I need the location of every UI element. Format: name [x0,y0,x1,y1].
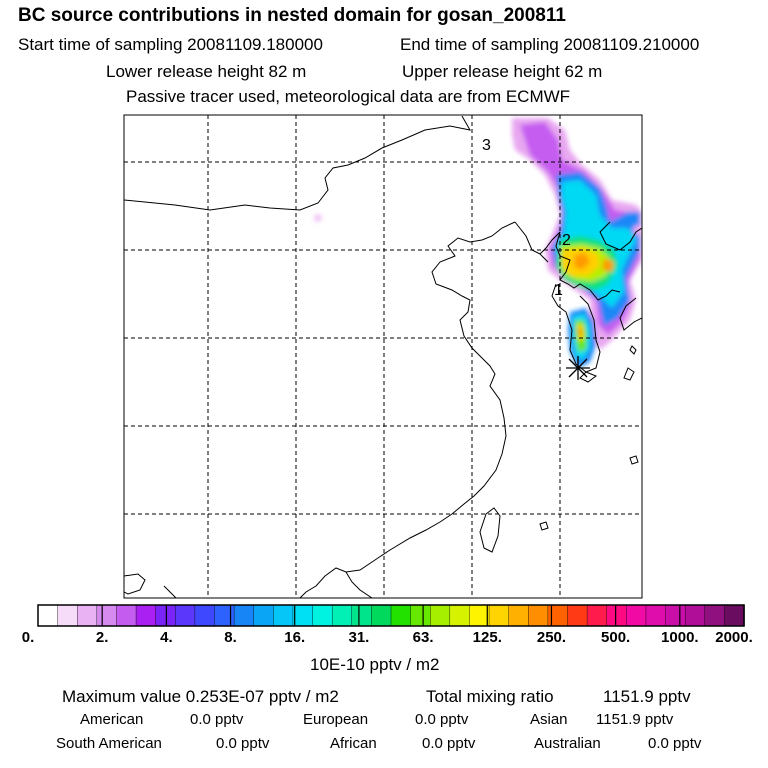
colorbar-cell [704,604,726,627]
colorbar-cell [37,604,59,627]
chart-title: BC source contributions in nested domain… [18,5,566,26]
colorbar-cell [194,604,216,627]
region-value: 0.0 pptv [415,711,469,728]
colorbar-tick-label: 0. [21,629,35,646]
colorbar-cell [567,604,588,627]
colorbar-unit-label: 10E-10 pptv / m2 [310,655,440,674]
colorbar-cell [77,604,98,627]
colorbar-cell [586,604,608,627]
map-gridlines [124,115,642,598]
colorbar-cell [488,604,510,627]
receptor-star-icon [566,356,590,380]
colorbar-cell [214,604,235,627]
colorbar-cell [724,604,745,627]
colorbar-tick-label: 2000. [715,629,753,646]
region-name: Asian [530,711,568,728]
colorbar-cell [273,604,294,627]
colorbar-tick-label: 250. [536,629,567,646]
colorbar-cell [684,604,706,627]
colorbar-tick-label: 8. [224,629,237,646]
colorbar-cell [430,604,451,627]
concentration-field [314,118,642,368]
colorbar-tick-label: 63. [412,629,434,646]
colorbar-cell [371,604,392,627]
colorbar-cell [312,604,333,627]
total-mixing-label: Total mixing ratio [426,687,554,706]
colorbar-cell [253,604,275,627]
region-value: 1151.9 pptv [596,711,674,728]
colorbar-tick-label: 1000. [661,629,699,646]
region-value: 0.0 pptv [648,735,702,752]
colorbar-cell [606,604,628,627]
map-panel: 3 2 1 [123,114,643,599]
region-name: South American [56,735,162,752]
colorbar-cell [96,604,118,627]
map-label-2: 2 [562,232,571,249]
region-value: 0.0 pptv [216,735,270,752]
colorbar-frame [37,604,745,627]
region-name: American [80,711,144,728]
max-value-label: Maximum value 0.253E-07 pptv / m2 [62,687,339,706]
colorbar-cell [331,604,353,627]
region-name: African [330,735,377,752]
colorbar-tick-label: 500. [601,629,631,646]
total-mixing-value: 1151.9 pptv [603,687,691,706]
colorbar-cell [233,604,255,627]
colorbar-tick-label: 4. [160,629,173,646]
tracer-note: Passive tracer used, meteorological data… [126,87,571,106]
colorbar-cell [390,604,412,627]
region-name: Australian [534,735,601,752]
colorbar-cell [508,604,529,627]
lower-release-label: Lower release height 82 m [106,62,307,81]
colorbar-tick-label: 125. [472,629,502,646]
colorbar-cell [410,604,431,627]
upper-release-label: Upper release height 62 m [402,62,603,81]
map-frame [123,114,643,599]
colorbar-cell [135,604,157,627]
colorbar-cell [449,604,471,627]
colorbar-cell [57,604,78,627]
colorbar-cell [175,604,196,627]
region-value: 0.0 pptv [190,711,244,728]
colorbar-cell [528,604,549,627]
coastlines [124,115,642,598]
colorbar-cell [351,604,373,627]
colorbar [37,604,745,627]
colorbar-tick-label: 31. [348,629,370,646]
colorbar-cell [626,604,647,627]
map-label-1: 1 [554,282,563,299]
end-time-label: End time of sampling 20081109.210000 [400,35,700,54]
colorbar-cell [116,604,137,627]
colorbar-cell [155,604,176,627]
colorbar-cell [645,604,667,627]
colorbar-tick-label: 16. [284,629,306,646]
colorbar-tick-label: 2. [95,629,109,646]
region-value: 0.0 pptv [422,735,476,752]
colorbar-cell [292,604,314,627]
colorbar-cell [469,604,490,627]
map-label-3: 3 [482,137,491,154]
region-name: European [303,711,369,728]
colorbar-cell [665,604,686,627]
start-time-label: Start time of sampling 20081109.180000 [18,35,323,54]
